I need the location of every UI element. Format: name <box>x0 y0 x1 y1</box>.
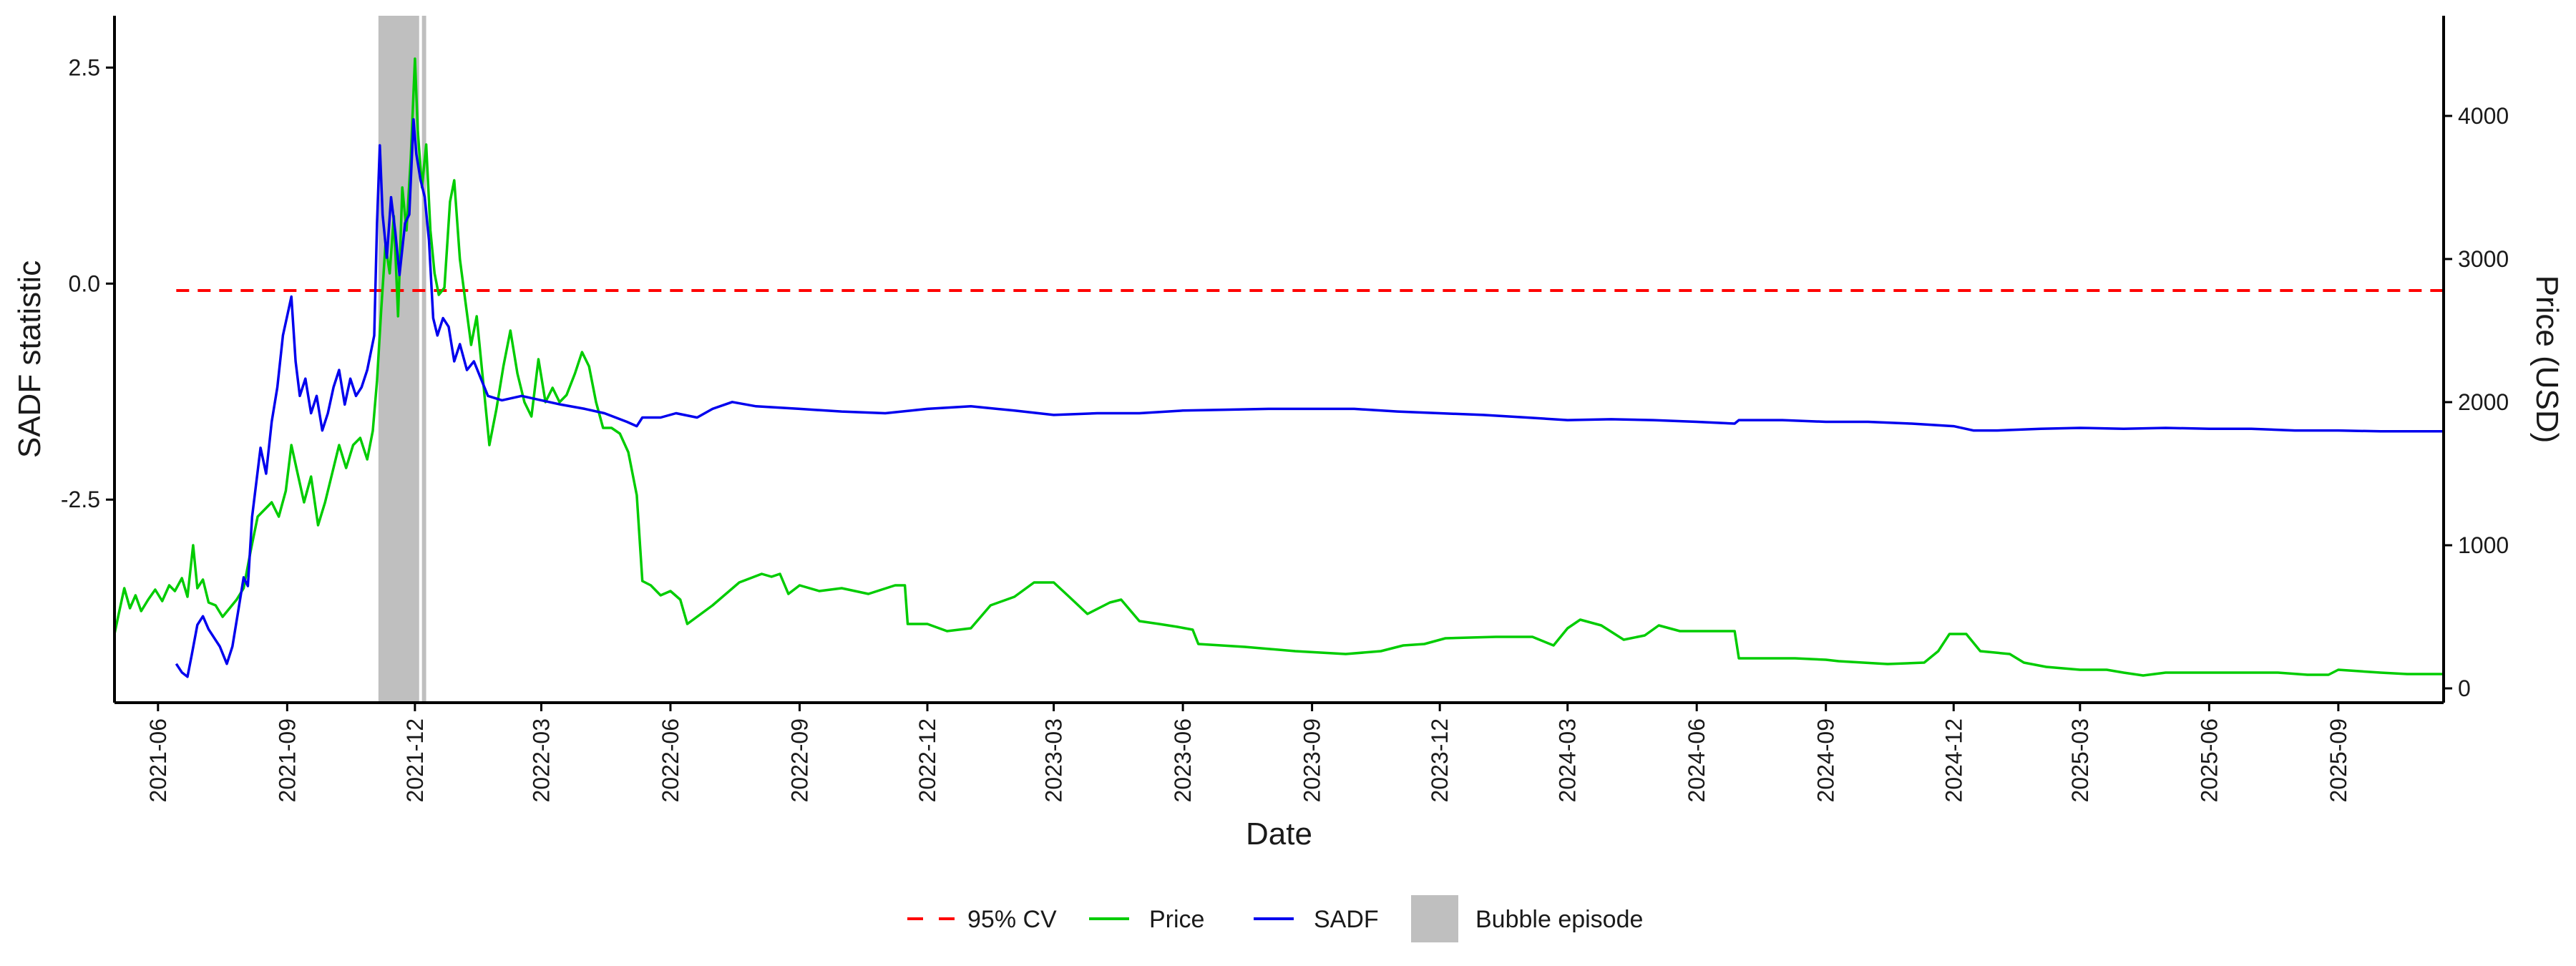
x-tick-label: 2023-12 <box>1427 718 1453 802</box>
x-tick-label: 2022-06 <box>658 718 683 802</box>
x-tick-label: 2022-03 <box>528 718 554 802</box>
bubble-episodes <box>378 16 426 703</box>
x-tick-label: 2025-09 <box>2326 718 2351 802</box>
x-tick-label: 2023-06 <box>1170 718 1196 802</box>
bubble-episode-band <box>421 16 426 703</box>
legend-item-sadf: SADF <box>1254 906 1379 933</box>
x-tick-label: 2025-06 <box>2196 718 2222 802</box>
legend-item-price: Price <box>1089 906 1204 933</box>
legend-label-cv: 95% CV <box>967 906 1057 933</box>
x-tick-label: 2023-09 <box>1299 718 1325 802</box>
right-y-axis-title: Price (USD) <box>2529 275 2565 444</box>
tick-labels: 2021-06 2021-09 2021-12 2022-03 2022-06 2022-… <box>61 54 2509 802</box>
x-tick-label: 2024-03 <box>1555 718 1581 802</box>
left-y-axis-title: SADF statistic <box>12 260 47 458</box>
left-y-tick-label: 0.0 <box>69 270 100 296</box>
x-tick-label: 2021-09 <box>274 718 300 802</box>
legend-key-bubble <box>1411 895 1458 942</box>
right-y-tick-label: 0 <box>2458 675 2471 701</box>
legend-item-cv: 95% CV <box>907 906 1057 933</box>
x-tick-label: 2023-03 <box>1041 718 1067 802</box>
x-tick-label: 2024-09 <box>1813 718 1839 802</box>
legend-label-price: Price <box>1149 906 1204 933</box>
left-y-tick-label: -2.5 <box>61 487 100 512</box>
series-line-price <box>113 57 2444 677</box>
x-tick-label: 2024-12 <box>1941 718 1966 802</box>
right-y-tick-label: 2000 <box>2458 389 2509 415</box>
x-axis-title: Date <box>1246 816 1312 852</box>
right-y-tick-label: 3000 <box>2458 246 2509 272</box>
legend-label-sadf: SADF <box>1314 906 1379 933</box>
left-y-tick-label: 2.5 <box>69 54 100 80</box>
x-tick-label: 2022-09 <box>786 718 812 802</box>
x-tick-label: 2025-03 <box>2067 718 2093 802</box>
x-tick-label: 2022-12 <box>914 718 940 802</box>
legend: 95% CV Price SADF Bubble episode <box>907 895 1643 942</box>
x-tick-label: 2021-12 <box>402 718 428 802</box>
x-tick-label: 2024-06 <box>1684 718 1709 802</box>
series-line-sadf <box>175 118 2444 678</box>
right-y-tick-label: 1000 <box>2458 532 2509 558</box>
x-tick-label: 2021-06 <box>145 718 171 802</box>
right-y-tick-label: 4000 <box>2458 103 2509 129</box>
axes <box>106 16 2452 711</box>
legend-item-bubble: Bubble episode <box>1411 895 1643 942</box>
legend-label-bubble: Bubble episode <box>1475 906 1643 933</box>
series-layer <box>113 57 2444 678</box>
